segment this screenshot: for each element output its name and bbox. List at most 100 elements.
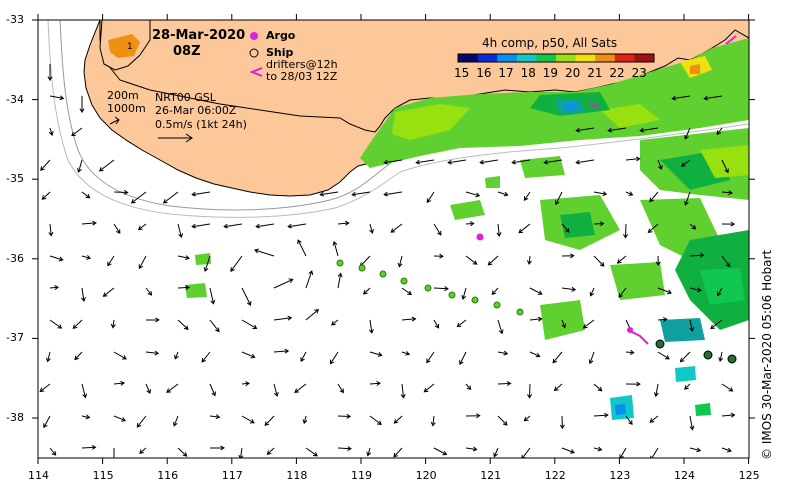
current-arrow [543, 159, 563, 165]
current-arrow [305, 447, 318, 457]
current-arrow [703, 95, 723, 101]
current-arrow [331, 319, 339, 326]
current-arrow [721, 221, 736, 227]
current-arrow [716, 127, 723, 136]
current-arrow [81, 255, 92, 260]
colorbar-tick: 23 [631, 66, 647, 80]
colorbar-tick: 15 [454, 66, 470, 80]
current-arrow [369, 380, 381, 386]
current-arrow [137, 223, 147, 231]
drifter-point [400, 277, 408, 285]
current-arrow [426, 191, 435, 204]
longitude-label: 118 [286, 469, 308, 482]
current-arrow [625, 191, 634, 196]
current-arrow [300, 351, 307, 363]
current-arrow [561, 223, 570, 233]
longitude-label: 115 [92, 469, 114, 482]
current-arrow [618, 287, 627, 298]
drifter-legend-symbol [249, 67, 263, 77]
longitude-label: 125 [738, 469, 760, 482]
current-arrow [527, 383, 533, 399]
current-arrow [529, 351, 541, 358]
legend-drifters-time: to 28/03 12Z [266, 70, 338, 83]
current-arrow [684, 127, 691, 140]
current-arrow [496, 223, 502, 237]
current-arrow [145, 287, 153, 296]
current-arrow [465, 191, 481, 198]
map-time: 08Z [173, 44, 201, 59]
current-arrow [593, 383, 603, 392]
colorbar-tick: 16 [476, 66, 492, 80]
current-arrow [177, 255, 190, 261]
current-arrow [49, 319, 63, 329]
current-arrow [48, 127, 54, 136]
current-arrow [98, 159, 115, 172]
current-arrow [721, 412, 736, 418]
colorbar-tick: 18 [520, 66, 536, 80]
current-arrow [518, 223, 531, 234]
current-arrow [383, 191, 403, 197]
longitude-label: 119 [351, 469, 372, 482]
current-arrow [139, 447, 147, 454]
current-arrow [145, 350, 160, 356]
longitude-label: 121 [480, 469, 502, 482]
current-arrow [241, 415, 255, 424]
current-arrow [40, 159, 51, 171]
current-arrow [717, 287, 723, 297]
argo-marker [476, 233, 484, 241]
current-arrow [710, 319, 723, 330]
current-arrow [81, 383, 88, 399]
longitude-label: 116 [157, 469, 179, 482]
current-arrow [297, 239, 307, 257]
current-arrow [553, 383, 563, 392]
current-arrow [459, 351, 467, 366]
current-arrow [721, 190, 733, 196]
current-arrow [107, 255, 115, 267]
current-arrow [465, 446, 478, 452]
current-arrow [191, 191, 211, 197]
current-arrow [561, 447, 575, 454]
current-arrow [497, 319, 504, 335]
colorbar-swatch [614, 54, 635, 62]
current-arrow [111, 448, 117, 458]
current-arrow [174, 351, 179, 360]
drifter-point [336, 259, 344, 267]
current-arrow [511, 159, 531, 165]
drifter-point [516, 308, 524, 316]
current-arrow [369, 223, 374, 234]
current-arrow [529, 287, 543, 295]
current-arrow [337, 220, 350, 226]
colorbar-swatch [634, 54, 655, 62]
current-arrow [653, 383, 659, 398]
current-arrow [113, 351, 127, 360]
current-arrow [113, 223, 121, 235]
current-arrow [337, 413, 352, 419]
current-arrow [351, 191, 371, 197]
current-arrow [238, 447, 244, 458]
current-arrow [337, 272, 343, 289]
current-arrow [77, 159, 83, 173]
current-arrow [689, 252, 705, 258]
current-arrow [113, 415, 126, 422]
sst-offshore-patches [185, 128, 749, 420]
current-arrow [102, 287, 115, 297]
colorbar-swatch [516, 54, 537, 62]
legend-ship-label: Ship [266, 46, 294, 59]
colorbar-title: 4h comp, p50, All Sats [482, 36, 618, 50]
island-label: 1 [127, 42, 133, 52]
current-arrow [294, 383, 307, 394]
current-arrow [433, 447, 448, 456]
current-arrow [555, 191, 563, 206]
current-arrow [209, 287, 216, 305]
latitude-label: -37 [6, 331, 24, 345]
current-arrow [684, 383, 691, 390]
latitude-label: -33 [6, 13, 24, 26]
current-arrow [523, 191, 531, 202]
drifter-point [493, 301, 501, 309]
current-arrow [113, 380, 126, 386]
current-arrow [273, 315, 293, 321]
current-arrow [721, 447, 732, 453]
ship-marker [655, 339, 665, 349]
current-arrow [47, 64, 53, 81]
current-arrow [255, 223, 275, 229]
